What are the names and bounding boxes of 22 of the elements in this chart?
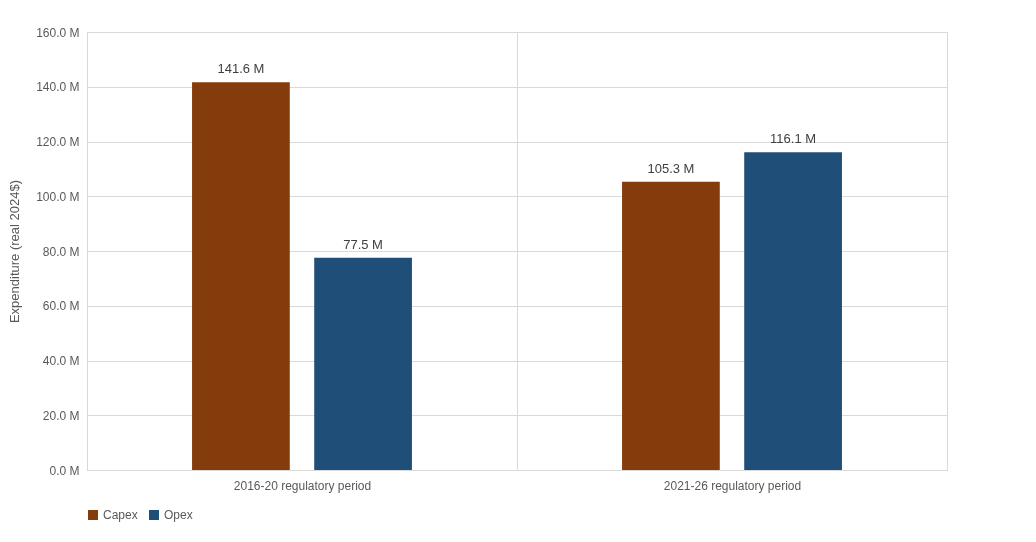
y-tick-label: 100.0 M bbox=[36, 189, 80, 204]
data-label: 141.6 M bbox=[217, 61, 265, 77]
y-tick-label: 0.0 M bbox=[49, 463, 80, 478]
bar bbox=[744, 152, 842, 470]
legend-label: Opex bbox=[164, 508, 193, 522]
y-tick-label: 160.0 M bbox=[36, 25, 80, 40]
y-tick-label: 40.0 M bbox=[42, 354, 80, 368]
bar bbox=[622, 181, 720, 470]
x-tick-label: 2016-20 regulatory period bbox=[233, 478, 372, 493]
y-axis-title: Expenditure (real 2024$) bbox=[7, 179, 23, 324]
legend-label: Capex bbox=[103, 508, 138, 522]
y-tick-label: 140.0 M bbox=[36, 80, 80, 95]
bar bbox=[314, 257, 412, 470]
data-label: 77.5 M bbox=[343, 236, 383, 252]
y-tick-label: 80.0 M bbox=[42, 244, 80, 259]
y-tick-label: 60.0 M bbox=[42, 299, 80, 314]
bar bbox=[192, 82, 290, 470]
y-tick-label: 20.0 M bbox=[42, 408, 80, 423]
data-label: 116.1 M bbox=[770, 131, 817, 147]
x-tick-label: 2021-26 regulatory period bbox=[663, 478, 802, 493]
y-tick-label: 120.0 M bbox=[36, 135, 80, 149]
data-label: 105.3 M bbox=[647, 160, 695, 176]
